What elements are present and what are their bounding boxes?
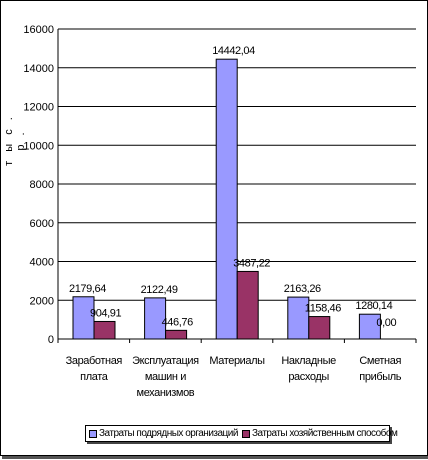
y-tick-label: 4000	[30, 257, 54, 269]
category-label: Материалы	[209, 355, 265, 367]
legend-swatch-series-1	[89, 430, 97, 438]
category-label: Сметная	[359, 355, 401, 367]
bar-series-2	[237, 271, 258, 339]
category-label: Накладные	[281, 355, 336, 367]
y-tick-label: 0	[48, 334, 54, 346]
category-label: плата	[80, 371, 109, 383]
legend-entry-series-2: Затраты хозяйственным способом	[242, 428, 397, 439]
bar-series-2	[94, 321, 115, 339]
data-label-series-2: 3487,22	[233, 257, 270, 269]
bar-series-2	[309, 317, 330, 339]
legend-label-series-1: Затраты подрядных организаций	[99, 428, 238, 439]
legend: Затраты подрядных организаций Затраты хо…	[85, 425, 390, 442]
y-tick-label: 12000	[23, 102, 54, 114]
legend-entry-series-1: Затраты подрядных организаций	[89, 428, 238, 439]
y-tick-label: 2000	[30, 295, 54, 307]
y-axis-label: т ы с . р .	[3, 110, 17, 170]
bar-series-2	[166, 330, 187, 339]
data-label-series-1: 2163,26	[284, 283, 321, 295]
data-label-series-1: 1280,14	[355, 300, 392, 312]
bar-series-1	[216, 59, 237, 339]
data-label-series-1: 2179,64	[69, 283, 106, 295]
data-label-series-1: 2122,49	[141, 284, 178, 296]
y-tick-label: 10000	[23, 140, 54, 152]
y-tick-label: 14000	[23, 63, 54, 75]
category-label: Заработная	[66, 355, 123, 367]
category-label: расходы	[288, 371, 329, 383]
data-label-series-2: 446,76	[162, 316, 194, 328]
category-label: механизмов	[137, 387, 195, 399]
y-tick-label: 8000	[30, 179, 54, 191]
data-label-series-2: 904,91	[90, 307, 122, 319]
category-label: машин и	[145, 371, 186, 383]
data-label-series-2: 1158,46	[305, 303, 341, 315]
category-label: прибыль	[359, 371, 401, 383]
category-label: Эксплуатация	[132, 355, 199, 367]
data-label-series-2: 0,00	[376, 317, 396, 329]
y-tick-label: 16000	[23, 24, 54, 36]
data-label-series-1: 14442,04	[212, 45, 255, 57]
legend-label-series-2: Затраты хозяйственным способом	[252, 428, 397, 439]
y-tick-label: 6000	[30, 218, 54, 230]
legend-swatch-series-2	[242, 430, 250, 438]
